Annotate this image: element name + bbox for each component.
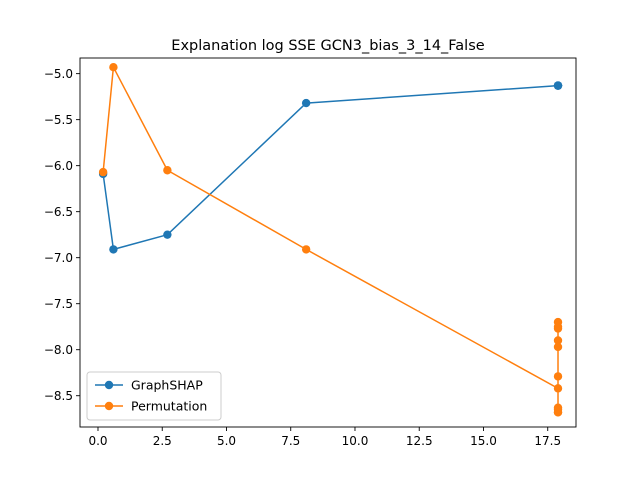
- permutation-point: [163, 166, 172, 175]
- legend-box: [86, 371, 222, 421]
- y-tick-label: −5.0: [44, 67, 73, 81]
- permutation-point: [553, 322, 563, 331]
- permutation-point: [98, 167, 108, 177]
- y-tick-label: −5.5: [44, 113, 73, 127]
- legend-marker-permutation: [104, 401, 114, 411]
- legend-label-permutation: Permutation: [131, 399, 207, 414]
- graphshap-point: [553, 81, 563, 90]
- graphshap-point: [301, 98, 311, 108]
- x-tick-label: 12.5: [406, 434, 433, 448]
- permutation-point: [301, 245, 311, 254]
- x-tick-label: 15.0: [470, 434, 497, 448]
- x-tick-label: 2.5: [153, 434, 172, 448]
- y-tick-label: −7.5: [44, 297, 73, 311]
- axes-frame: [79, 57, 577, 428]
- legend: GraphSHAP Permutation: [86, 371, 222, 421]
- plot-area: [98, 62, 563, 417]
- graphshap-line: [102, 84, 559, 251]
- permutation-line: [102, 66, 559, 414]
- graphshap-point: [109, 245, 118, 254]
- chart-title: Explanation log SSE GCN3_bias_3_14_False: [171, 38, 484, 54]
- legend-label-graphshap: GraphSHAP: [131, 378, 203, 393]
- y-tick-label: −6.0: [44, 159, 73, 173]
- x-tick-label: 10.0: [342, 434, 369, 448]
- x-tick-label: 17.5: [534, 434, 561, 448]
- y-tick-label: −7.0: [44, 251, 73, 265]
- x-tick-label: 7.5: [281, 434, 300, 448]
- permutation-point: [553, 342, 563, 352]
- permutation-point: [553, 336, 563, 345]
- graphshap-point: [163, 230, 172, 239]
- axes: 0.0 2.5 5.0 7.5 10.0 12.5 15.0 17.5 −5.0 −5.5 −6.0…: [44, 57, 577, 448]
- permutation-point: [109, 62, 118, 72]
- y-tick-label: −8.0: [44, 343, 73, 357]
- permutation-point: [553, 384, 563, 393]
- permutation-point: [553, 372, 563, 381]
- permutation-point: [553, 408, 563, 417]
- y-tick-label: −8.5: [44, 389, 73, 403]
- y-tick-label: −6.5: [44, 205, 73, 219]
- x-tick-label: 5.0: [217, 434, 236, 448]
- legend-marker-graphshap: [104, 380, 114, 390]
- x-tick-label: 0.0: [88, 434, 107, 448]
